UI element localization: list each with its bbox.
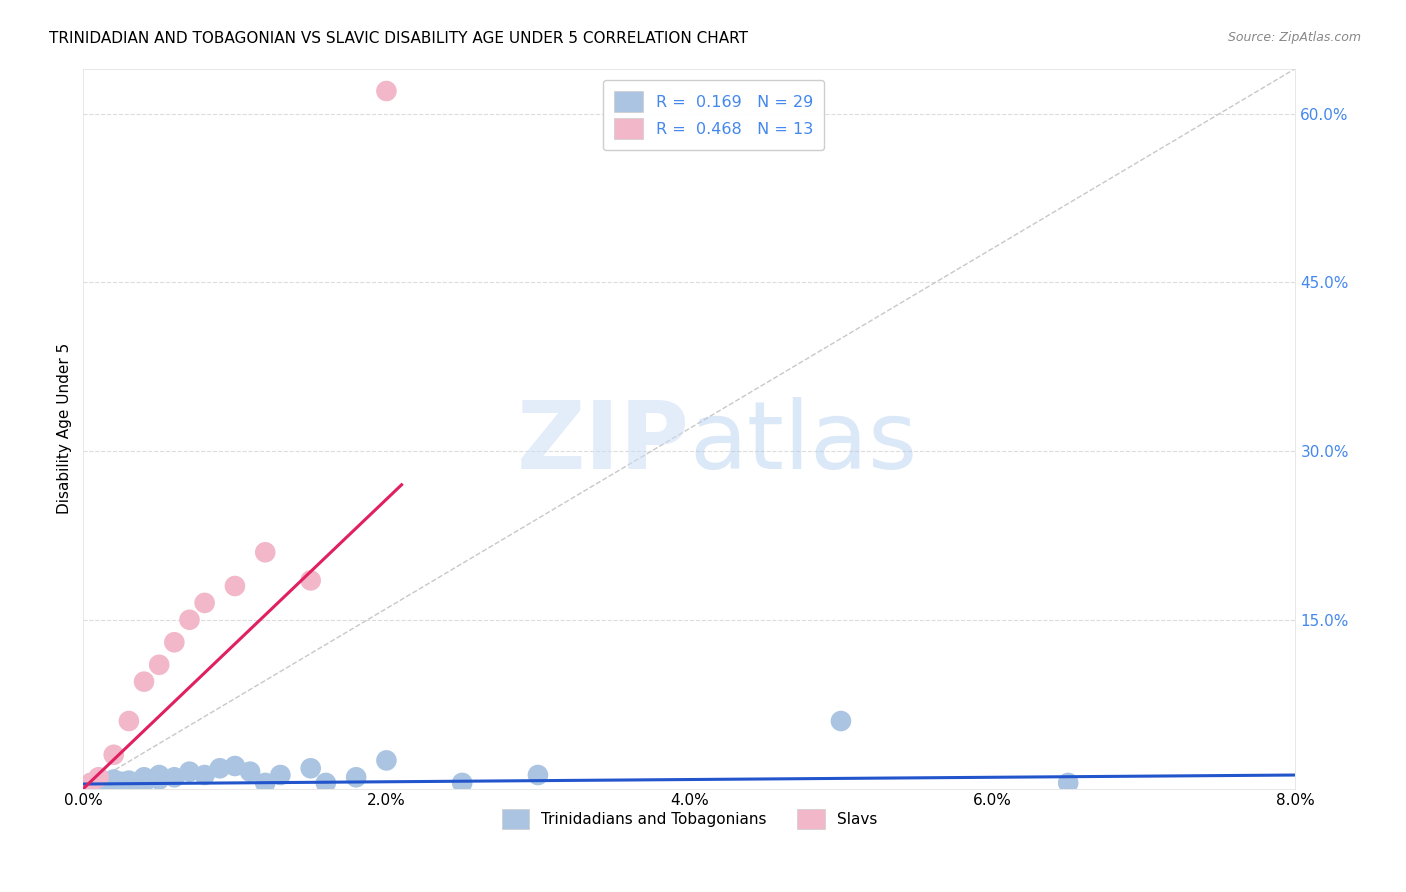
Point bbox=[451, 776, 474, 790]
Point bbox=[527, 768, 550, 782]
Point bbox=[87, 778, 110, 792]
Point bbox=[163, 770, 186, 784]
Point bbox=[103, 747, 125, 762]
Point bbox=[254, 545, 277, 559]
Point bbox=[299, 761, 322, 775]
Point bbox=[179, 764, 201, 779]
Point bbox=[208, 761, 231, 775]
Text: TRINIDADIAN AND TOBAGONIAN VS SLAVIC DISABILITY AGE UNDER 5 CORRELATION CHART: TRINIDADIAN AND TOBAGONIAN VS SLAVIC DIS… bbox=[49, 31, 748, 46]
Text: atlas: atlas bbox=[689, 397, 918, 489]
Point bbox=[148, 657, 170, 672]
Point bbox=[103, 776, 125, 790]
Point bbox=[96, 777, 118, 791]
Text: ZIP: ZIP bbox=[516, 397, 689, 489]
Point bbox=[110, 774, 132, 789]
Point bbox=[375, 753, 398, 767]
Point bbox=[118, 714, 141, 728]
Point bbox=[148, 768, 170, 782]
Point bbox=[344, 770, 367, 784]
Text: Source: ZipAtlas.com: Source: ZipAtlas.com bbox=[1227, 31, 1361, 45]
Point bbox=[1057, 776, 1080, 790]
Y-axis label: Disability Age Under 5: Disability Age Under 5 bbox=[58, 343, 72, 514]
Point bbox=[830, 714, 852, 728]
Point bbox=[103, 772, 125, 787]
Legend: Trinidadians and Tobagonians, Slavs: Trinidadians and Tobagonians, Slavs bbox=[495, 803, 883, 835]
Point bbox=[254, 776, 277, 790]
Point bbox=[132, 770, 155, 784]
Point bbox=[239, 764, 262, 779]
Point bbox=[132, 674, 155, 689]
Point bbox=[194, 596, 217, 610]
Point bbox=[269, 768, 291, 782]
Point bbox=[315, 776, 337, 790]
Point bbox=[118, 777, 141, 791]
Point bbox=[80, 776, 103, 790]
Point bbox=[163, 635, 186, 649]
Point bbox=[224, 759, 246, 773]
Point bbox=[194, 768, 217, 782]
Point bbox=[132, 776, 155, 790]
Point bbox=[148, 772, 170, 787]
Point bbox=[299, 574, 322, 588]
Point bbox=[87, 770, 110, 784]
Point bbox=[375, 84, 398, 98]
Point bbox=[118, 773, 141, 788]
Point bbox=[87, 774, 110, 789]
Point bbox=[80, 776, 103, 790]
Point bbox=[224, 579, 246, 593]
Point bbox=[179, 613, 201, 627]
